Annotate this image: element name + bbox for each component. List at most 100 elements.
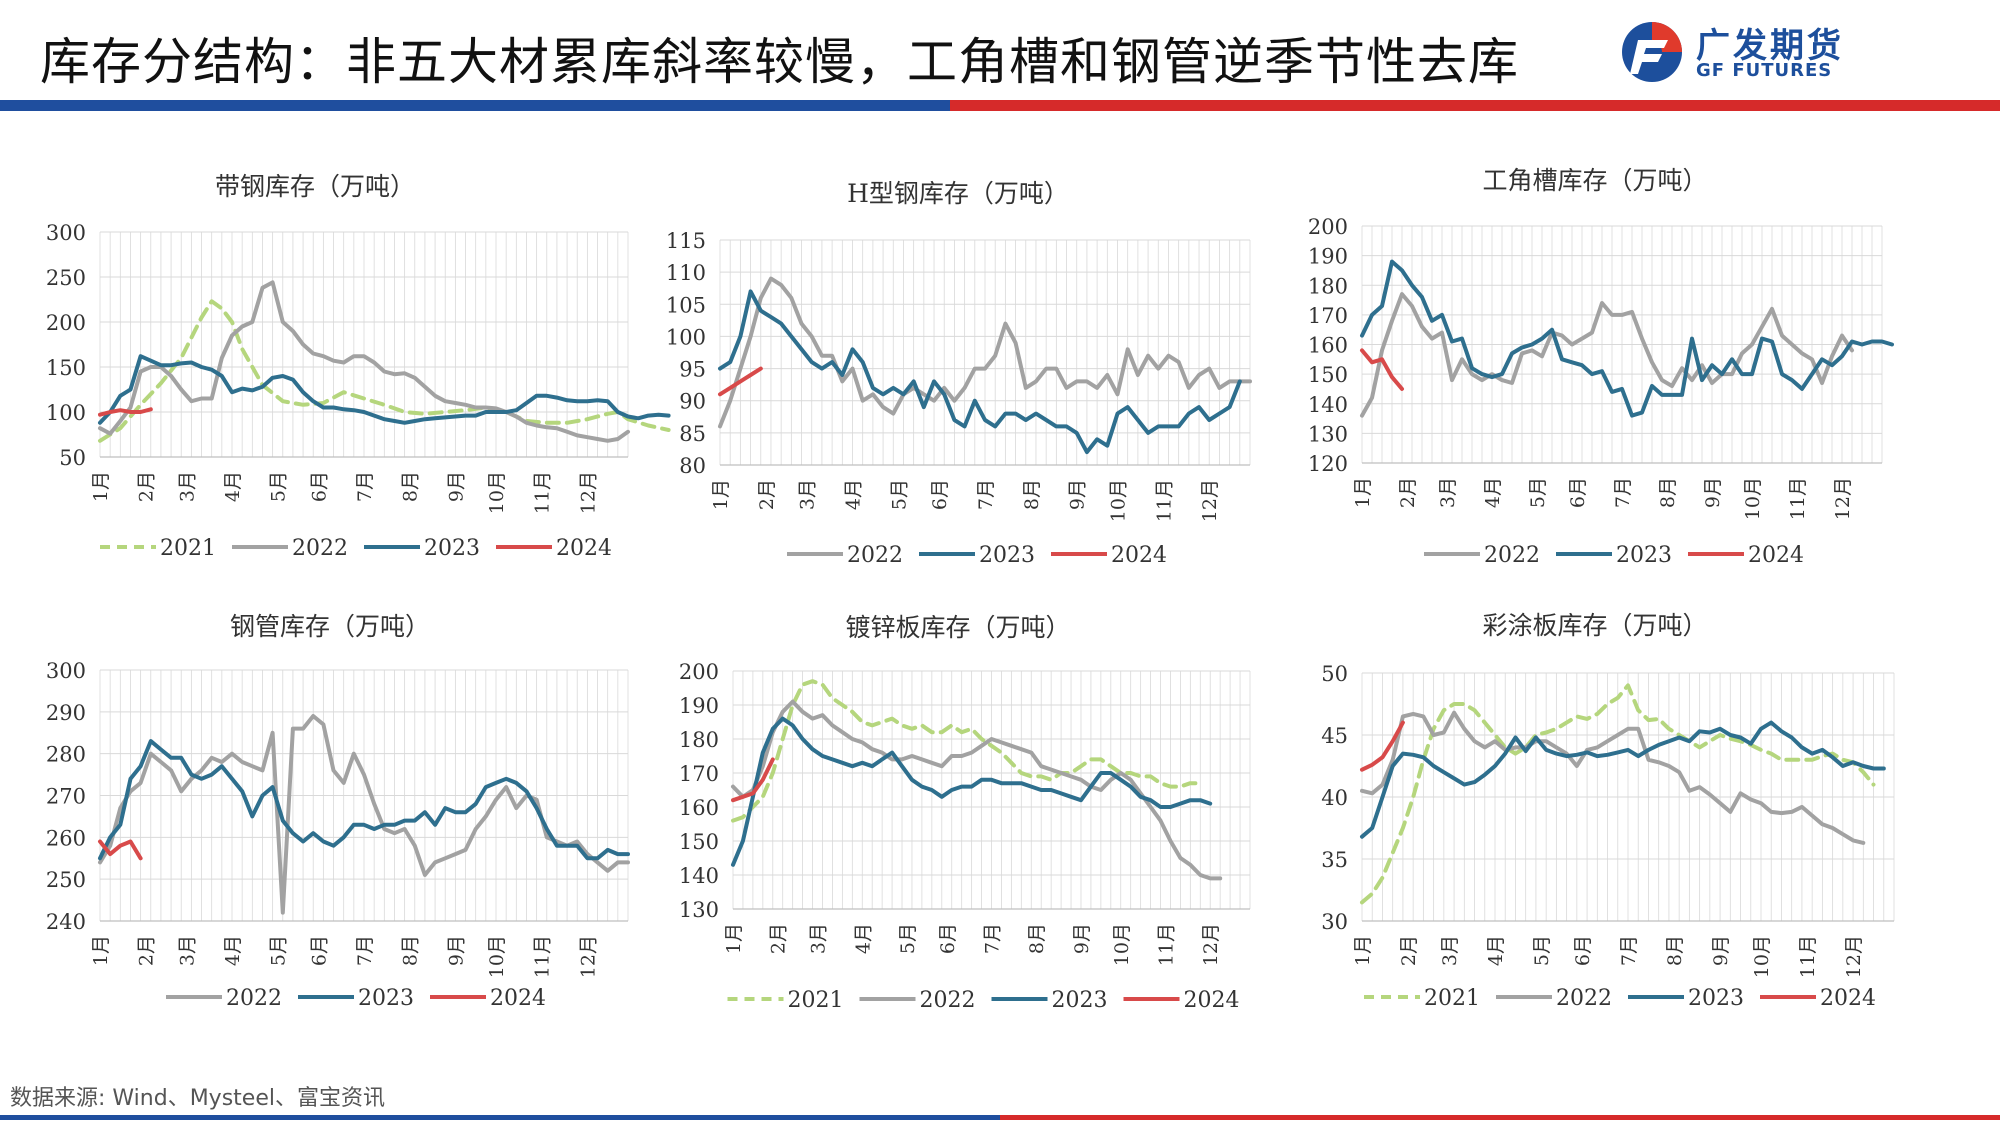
x-tick-label: 1月 — [90, 935, 112, 966]
x-tick-label: 10月 — [1751, 935, 1773, 978]
legend-item-2023: 2023 — [1556, 543, 1672, 568]
y-tick-label: 250 — [46, 868, 86, 892]
legend-item-2023: 2023 — [364, 536, 480, 561]
x-tick-label: 12月 — [1200, 923, 1222, 966]
x-tick-label: 5月 — [888, 479, 910, 510]
x-tick-label: 11月 — [532, 471, 554, 514]
logo-en-text: GF FUTURES — [1696, 60, 1833, 81]
chart-h-beam-inventory: H型钢库存（万吨） 80 85 90 95 100 105 110 115 1月 2月 3月 4月 5月 6… — [666, 179, 1252, 568]
x-tick-label: 5月 — [897, 923, 919, 954]
legend-label: 2023 — [979, 543, 1035, 568]
x-tick-label: 4月 — [1485, 935, 1507, 966]
series-line-2024 — [1360, 720, 1405, 772]
x-tick-label: 7月 — [1612, 477, 1634, 508]
chart-angle-channel-inventory: 工角槽库存（万吨） 120 130 140 150 160 170 180 190 200 1月 2月… — [1308, 166, 1894, 568]
y-tick-label: 300 — [46, 221, 86, 245]
x-tick-label: 7月 — [975, 479, 997, 510]
series-line-2023 — [1360, 720, 1886, 839]
y-tick-label: 105 — [666, 293, 706, 317]
y-tick-label: 170 — [1308, 304, 1348, 328]
y-tick-label: 190 — [1308, 245, 1348, 269]
y-tick-label: 240 — [46, 910, 86, 934]
series-line-2024 — [731, 757, 775, 803]
x-tick-label: 6月 — [1567, 477, 1589, 508]
x-tick-label: 10月 — [486, 935, 508, 978]
y-tick-label: 85 — [679, 422, 706, 446]
y-tick-label: 200 — [46, 311, 86, 335]
x-tick-label: 8月 — [400, 471, 422, 502]
x-tick-label: 6月 — [1572, 935, 1594, 966]
legend-item-2024: 2024 — [496, 536, 612, 561]
chart-title: 钢管库存（万吨） — [230, 612, 430, 641]
x-tick-label: 9月 — [445, 471, 467, 502]
x-tick-label: 6月 — [308, 935, 330, 966]
y-tick-label: 45 — [1321, 724, 1348, 748]
y-tick-label: 160 — [1308, 334, 1348, 358]
x-tick-label: 10月 — [486, 471, 508, 514]
chart-galvanized-sheet-inventory: 镀锌板库存（万吨） 130 140 150 160 170 180 190 200 1月 2月 3月 4… — [679, 613, 1251, 1013]
legend-item-2022: 2022 — [166, 986, 282, 1011]
x-tick-label: 8月 — [1657, 477, 1679, 508]
series-line-2024 — [1360, 348, 1404, 391]
y-tick-label: 290 — [46, 701, 86, 725]
data-source-note: 数据来源: Wind、Mysteel、富宝资讯 — [10, 1086, 385, 1111]
logo-cn-text: 广发期货 — [1696, 26, 1844, 66]
x-tick-label: 12月 — [577, 935, 599, 978]
x-tick-label: 1月 — [710, 479, 732, 510]
y-tick-label: 160 — [679, 796, 719, 820]
legend-label: 2022 — [226, 986, 282, 1011]
legend-label: 2023 — [1052, 988, 1108, 1013]
series-line-2024 — [718, 366, 763, 397]
y-tick-label: 100 — [666, 325, 706, 349]
x-tick-label: 3月 — [797, 479, 819, 510]
legend-label: 2022 — [847, 543, 903, 568]
chart-strip-steel-inventory: 带钢库存（万吨） 50 100 150 200 250 300 1月 2月 3月 4月 5月 6月 7月 8… — [46, 172, 671, 561]
y-tick-label: 40 — [1321, 786, 1348, 810]
x-tick-label: 5月 — [1527, 477, 1549, 508]
footer-divider-blue — [0, 1115, 1000, 1120]
y-tick-label: 190 — [679, 694, 719, 718]
chart-title: 工角槽库存（万吨） — [1482, 166, 1707, 195]
legend-label: 2021 — [788, 988, 844, 1013]
x-tick-label: 7月 — [982, 923, 1004, 954]
x-tick-label: 9月 — [1071, 923, 1093, 954]
x-tick-label: 4月 — [222, 935, 244, 966]
legend-label: 2022 — [1484, 543, 1540, 568]
y-tick-label: 150 — [46, 356, 86, 380]
y-tick-label: 50 — [59, 446, 86, 470]
x-tick-label: 5月 — [268, 471, 290, 502]
y-tick-label: 150 — [1308, 363, 1348, 387]
x-tick-label: 10月 — [1742, 477, 1764, 520]
x-tick-label: 11月 — [1787, 477, 1809, 520]
y-tick-label: 100 — [46, 401, 86, 425]
legend-label: 2021 — [1424, 986, 1480, 1011]
series-line-2021 — [98, 299, 671, 443]
chart-color-coated-sheet-inventory: 彩涂板库存（万吨） 30 35 40 45 50 1月 2月 3月 4月 5月 6月 7月 8月 9月 10月… — [1321, 611, 1895, 1011]
series-line-2022 — [731, 699, 1223, 881]
chart-title: H型钢库存（万吨） — [847, 179, 1069, 208]
legend-label: 2024 — [556, 536, 612, 561]
gf-logo-icon — [1622, 22, 1682, 82]
legend-item-2023: 2023 — [919, 543, 1035, 568]
legend-item-2021: 2021 — [100, 536, 216, 561]
y-tick-label: 120 — [1308, 452, 1348, 476]
y-tick-label: 30 — [1321, 910, 1348, 934]
y-tick-label: 170 — [679, 762, 719, 786]
x-tick-label: 10月 — [1108, 479, 1130, 522]
x-tick-label: 3月 — [1439, 935, 1461, 966]
series-line-2022 — [98, 280, 630, 443]
x-tick-label: 8月 — [1021, 479, 1043, 510]
legend-item-2024: 2024 — [430, 986, 546, 1011]
series-line-2022 — [1360, 292, 1854, 418]
x-tick-label: 4月 — [852, 923, 874, 954]
legend-item-2022: 2022 — [787, 543, 903, 568]
x-tick-label: 11月 — [532, 935, 554, 978]
x-tick-label: 4月 — [222, 471, 244, 502]
x-tick-label: 1月 — [90, 471, 112, 502]
series-line-2023 — [1360, 259, 1894, 418]
x-tick-label: 2月 — [1397, 477, 1419, 508]
y-tick-label: 95 — [679, 358, 706, 382]
x-tick-label: 3月 — [176, 471, 198, 502]
legend-label: 2024 — [1184, 988, 1240, 1013]
x-tick-label: 8月 — [1026, 923, 1048, 954]
